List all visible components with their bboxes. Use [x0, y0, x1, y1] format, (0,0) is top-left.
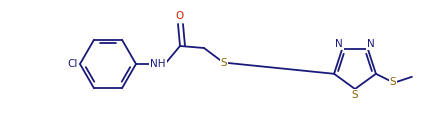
- Text: N: N: [366, 39, 374, 49]
- Text: O: O: [176, 11, 184, 21]
- Text: N: N: [334, 39, 342, 49]
- Text: S: S: [351, 90, 357, 100]
- Text: NH: NH: [150, 59, 165, 69]
- Text: Cl: Cl: [68, 59, 78, 69]
- Text: S: S: [389, 77, 395, 87]
- Text: S: S: [220, 58, 227, 68]
